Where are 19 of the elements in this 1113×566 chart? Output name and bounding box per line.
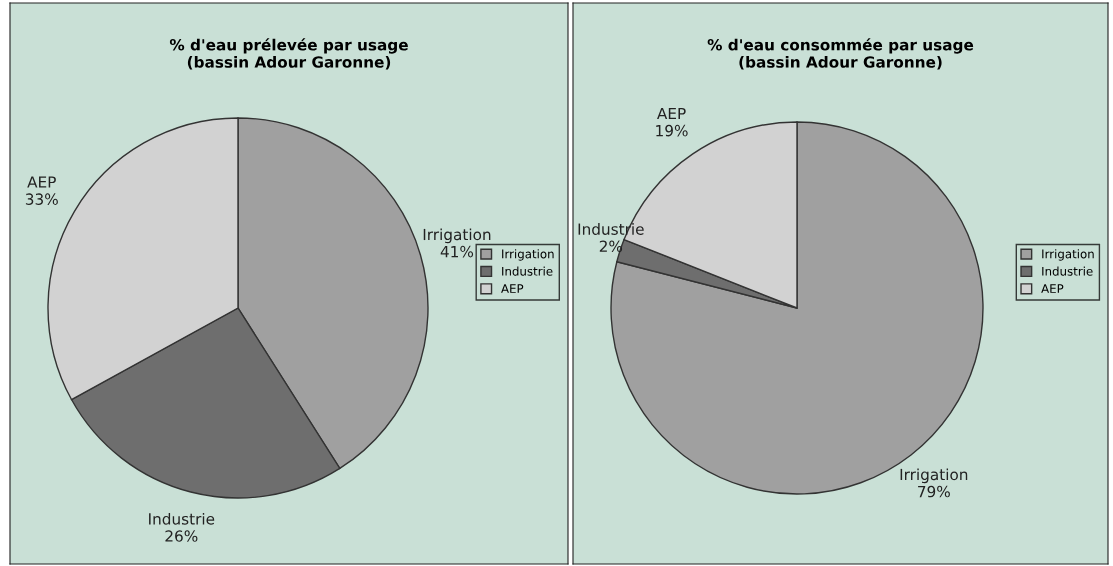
slice-label: Irrigation bbox=[900, 468, 968, 484]
data-label: 41% bbox=[440, 245, 474, 258]
data-label: 79% bbox=[918, 485, 950, 498]
slice-label: Industrie bbox=[149, 512, 215, 525]
slice-label: AEP bbox=[27, 176, 56, 188]
chart-title: % d'eau consommée par usage (bassin Adour Garonne) bbox=[707, 38, 974, 70]
slice-label: AEP bbox=[657, 107, 686, 120]
data-label: 33% bbox=[25, 193, 58, 205]
legend-label: Irrigation bbox=[1042, 249, 1094, 261]
legend-label: Industrie bbox=[502, 266, 553, 276]
legend-label: Industrie bbox=[1042, 266, 1093, 276]
legend-label: AEP bbox=[1041, 284, 1064, 293]
legend-label: AEP bbox=[501, 284, 524, 293]
data-label: 19% bbox=[656, 124, 688, 137]
data-label: 2% bbox=[599, 240, 623, 253]
legend-label: Irrigation bbox=[502, 249, 554, 261]
chart-title: % d'eau prélevée par usage (bassin Adour Garonne) bbox=[169, 38, 408, 70]
slice-label: Irrigation bbox=[423, 228, 491, 244]
data-label: 26% bbox=[165, 530, 198, 542]
